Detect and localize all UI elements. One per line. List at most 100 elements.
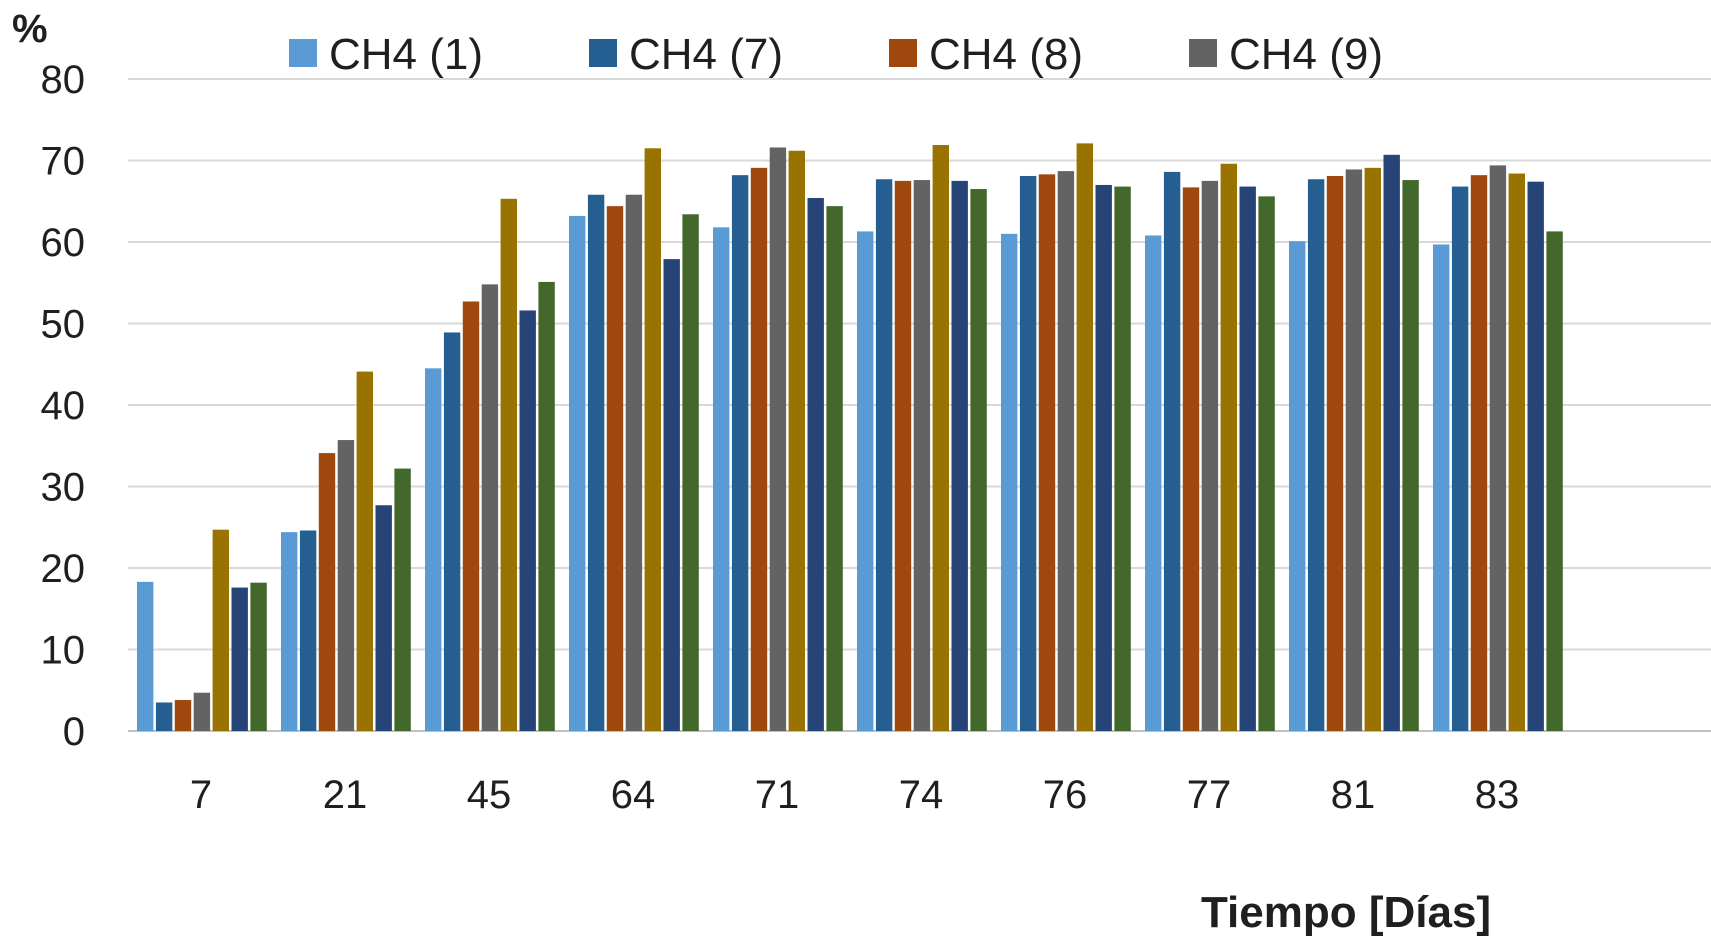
- bar: [682, 214, 699, 732]
- bar: [462, 301, 480, 731]
- bar: [1326, 175, 1344, 732]
- bar: [1546, 231, 1563, 731]
- legend-label: CH4 (8): [929, 30, 1083, 79]
- x-tick-label: 83: [1475, 773, 1520, 817]
- bar: [769, 147, 787, 731]
- x-axis-title: Tiempo [Días]: [1201, 888, 1491, 937]
- bar: [587, 194, 605, 732]
- x-tick-label: 77: [1187, 773, 1232, 817]
- bar: [1383, 154, 1400, 732]
- y-tick-label: 30: [41, 466, 86, 510]
- bar: [826, 206, 843, 731]
- bar: [807, 197, 824, 732]
- bar: [155, 702, 173, 731]
- legend-label: CH4 (7): [629, 30, 783, 79]
- bar: [174, 700, 192, 731]
- y-tick-label: 70: [41, 140, 86, 184]
- bar: [970, 189, 987, 731]
- bar: [875, 179, 893, 731]
- legend-swatch: [289, 39, 317, 67]
- bar: [375, 505, 392, 731]
- bar: [1114, 186, 1131, 731]
- bar: [1001, 233, 1018, 731]
- bar: [394, 468, 411, 731]
- bar: [713, 227, 730, 731]
- bar: [1057, 171, 1075, 732]
- legend-swatch: [589, 39, 617, 67]
- bar: [299, 530, 317, 731]
- bar: [750, 167, 768, 731]
- x-tick-label: 74: [899, 773, 944, 817]
- bar: [1364, 167, 1381, 731]
- bar: [1527, 181, 1544, 731]
- bar: [644, 148, 661, 731]
- bar: [137, 581, 154, 731]
- y-axis-ticks: 0 10 20 30 40 50 60 70 80: [41, 58, 86, 754]
- y-axis-title: %: [12, 7, 48, 51]
- y-tick-label: 40: [41, 384, 86, 428]
- bar: [356, 371, 373, 731]
- bar: [606, 206, 624, 731]
- x-tick-label: 45: [467, 773, 512, 817]
- bar: [231, 587, 248, 731]
- bar: [193, 692, 211, 731]
- bar: [625, 194, 643, 732]
- x-tick-label: 7: [190, 773, 212, 817]
- legend-label: CH4 (9): [1229, 30, 1383, 79]
- bar: [250, 582, 267, 731]
- bar: [1451, 186, 1469, 731]
- bar: [1145, 235, 1162, 732]
- bar: [1470, 175, 1488, 732]
- bars: [137, 143, 1563, 732]
- legend-label: CH4 (1): [329, 30, 483, 79]
- y-tick-label: 10: [41, 629, 86, 673]
- bar: [1019, 175, 1037, 732]
- bar: [1182, 187, 1200, 731]
- bar: [318, 453, 336, 731]
- x-tick-label: 81: [1331, 773, 1376, 817]
- x-axis-ticks: 7 21 45 64 71 74 76 77 81 83: [190, 773, 1519, 817]
- bar: [1258, 196, 1275, 732]
- bar: [1508, 173, 1525, 732]
- bar: [788, 150, 805, 732]
- bar: [1220, 163, 1237, 731]
- bar: [1489, 165, 1507, 731]
- y-tick-label: 0: [63, 710, 85, 754]
- bar: [1289, 241, 1306, 731]
- bar: [913, 180, 931, 731]
- bar: [212, 529, 229, 731]
- bar: [519, 310, 536, 731]
- bar: [1345, 169, 1363, 732]
- bar: [1095, 184, 1112, 731]
- bar: [337, 440, 355, 731]
- y-tick-label: 50: [41, 303, 86, 347]
- bar: [500, 198, 517, 731]
- y-tick-label: 80: [41, 58, 86, 102]
- x-tick-label: 21: [323, 773, 368, 817]
- bar: [1201, 180, 1219, 731]
- bar: [1163, 171, 1181, 731]
- x-tick-label: 71: [755, 773, 800, 817]
- bar: [443, 332, 461, 731]
- bar: [894, 180, 912, 731]
- bar: [1433, 244, 1450, 731]
- legend: CH4 (1) CH4 (7) CH4 (8) CH4 (9): [289, 30, 1383, 79]
- bar: [932, 145, 949, 731]
- bar: [857, 231, 874, 731]
- y-tick-label: 60: [41, 221, 86, 265]
- bar: [951, 180, 968, 731]
- bar: [538, 281, 555, 731]
- bar: [1076, 143, 1093, 731]
- bar: [481, 284, 499, 731]
- x-tick-label: 76: [1043, 773, 1088, 817]
- legend-swatch: [889, 39, 917, 67]
- bar: [569, 215, 586, 732]
- bar: [1307, 179, 1325, 731]
- bar: [1239, 186, 1256, 731]
- x-tick-label: 64: [611, 773, 656, 817]
- bar: [1402, 180, 1419, 731]
- y-tick-label: 20: [41, 547, 86, 591]
- bar: [425, 368, 442, 731]
- bar: [731, 175, 749, 732]
